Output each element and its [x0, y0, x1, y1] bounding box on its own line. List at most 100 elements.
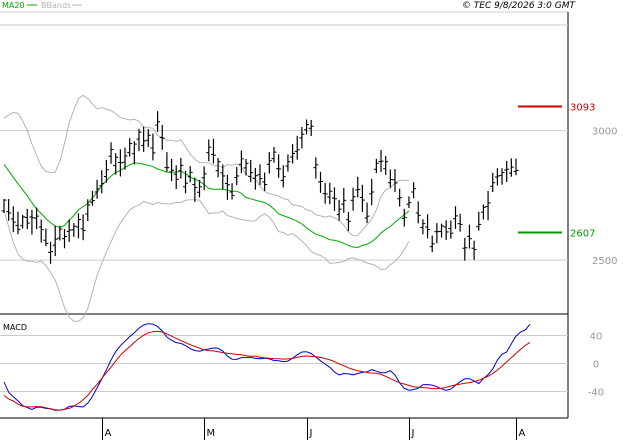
ohlc-bar	[406, 196, 412, 209]
ohlc-bar	[80, 214, 86, 241]
ohlc-bar	[71, 223, 77, 237]
ohlc-bar	[183, 170, 189, 194]
x-tick-label: J	[309, 428, 313, 439]
ohlc-bar	[415, 201, 421, 224]
ohlc-bar	[52, 225, 58, 257]
ohlc-bar	[145, 129, 151, 147]
ohlc-bar	[276, 154, 282, 178]
ohlc-bars	[1, 111, 519, 264]
price-y-tick-label: 3000	[592, 127, 617, 138]
copyright-notice: © TEC 9/8/2026 3:0 GMT	[462, 1, 577, 11]
ohlc-bar	[485, 190, 491, 221]
ohlc-bar	[89, 190, 95, 206]
ohlc-bar	[266, 152, 272, 174]
macd-panel: MACD 40 0 -40	[0, 323, 604, 419]
ohlc-bar	[462, 237, 468, 261]
ohlc-bar	[411, 182, 417, 199]
ohlc-bar	[29, 209, 35, 235]
ohlc-bar	[131, 141, 137, 165]
ohlc-bar	[173, 165, 179, 190]
price-markers: 3093 2607	[518, 103, 595, 239]
ohlc-bar	[62, 229, 68, 249]
ohlc-bar	[359, 184, 365, 212]
ohlc-bar	[304, 119, 310, 135]
legend-bbands-label: BBands	[41, 1, 71, 10]
ohlc-bar	[392, 168, 398, 193]
ohlc-bar	[434, 223, 440, 244]
ohlc-bar	[34, 207, 40, 230]
ohlc-bar	[10, 206, 16, 233]
ohlc-bar	[85, 199, 91, 222]
ohlc-bar	[262, 172, 268, 191]
ohlc-bar	[224, 174, 230, 200]
macd-y-tick-label: 40	[590, 332, 603, 343]
bollinger-bands	[3, 94, 410, 322]
macd-title: MACD	[3, 323, 27, 332]
ohlc-bar	[238, 150, 244, 174]
ohlc-bar	[443, 220, 449, 240]
ohlc-bar	[378, 150, 384, 173]
ohlc-bar	[401, 208, 407, 227]
ohlc-bar	[155, 111, 161, 132]
macd-y-axis: 40 0 -40	[588, 332, 604, 399]
ohlc-bar	[127, 138, 133, 157]
ohlc-bar	[234, 166, 240, 186]
ohlc-bar	[99, 170, 105, 194]
ohlc-bar	[38, 219, 44, 243]
ohlc-bar	[57, 225, 63, 241]
ohlc-bar	[429, 235, 435, 253]
ohlc-bar	[513, 158, 519, 176]
ohlc-bar	[322, 182, 328, 204]
ohlc-bar	[480, 204, 486, 220]
ohlc-bar	[215, 158, 221, 178]
macd-y-tick-label: -40	[588, 388, 604, 399]
ohlc-bar	[150, 133, 156, 161]
ohlc-bar	[439, 223, 445, 238]
ohlc-bar	[364, 202, 370, 224]
ohlc-bar	[452, 206, 458, 229]
ohlc-bar	[318, 171, 324, 193]
ohlc-bar	[169, 158, 175, 182]
macd-gridlines	[0, 335, 568, 392]
price-marker-label: 3093	[570, 103, 595, 114]
ohlc-bar	[6, 199, 12, 221]
ohlc-bar	[420, 219, 426, 235]
ohlc-bar	[103, 159, 109, 183]
ohlc-bar	[48, 241, 54, 264]
ohlc-bar	[196, 179, 202, 198]
ohlc-bar	[122, 147, 128, 170]
ohlc-bar	[192, 177, 198, 202]
bbands-upper-line	[3, 94, 409, 237]
ohlc-bar	[504, 160, 510, 182]
ohlc-bar	[466, 224, 472, 249]
ohlc-bar	[24, 208, 30, 230]
price-y-axis: 2500 3000	[592, 127, 617, 268]
ohlc-bar	[387, 169, 393, 188]
ohlc-bar	[1, 199, 7, 214]
ohlc-bar	[271, 146, 277, 163]
ohlc-bar	[299, 126, 305, 149]
ohlc-bar	[373, 158, 379, 174]
x-tick-label: M	[207, 428, 216, 439]
ohlc-bar	[476, 211, 482, 231]
ohlc-bar	[471, 240, 477, 260]
ohlc-bar	[397, 188, 403, 207]
ohlc-bar	[308, 119, 314, 137]
ohlc-bar	[66, 219, 72, 243]
ohlc-bar	[313, 157, 319, 179]
ohlc-bar	[369, 178, 375, 206]
ohlc-bar	[75, 213, 81, 239]
ohlc-bar	[206, 139, 212, 162]
ohlc-bar	[229, 183, 235, 200]
ohlc-bar	[290, 144, 296, 164]
ohlc-bar	[159, 124, 165, 150]
ohlc-bar	[350, 187, 356, 211]
ohlc-bar	[108, 142, 114, 164]
ohlc-bar	[383, 156, 389, 175]
ohlc-bar	[336, 199, 342, 221]
x-tick-label: A	[105, 428, 112, 439]
bbands-lower-line	[3, 199, 410, 322]
ohlc-bar	[243, 158, 249, 176]
price-y-tick-label: 2500	[592, 256, 617, 267]
ohlc-bar	[43, 228, 49, 247]
